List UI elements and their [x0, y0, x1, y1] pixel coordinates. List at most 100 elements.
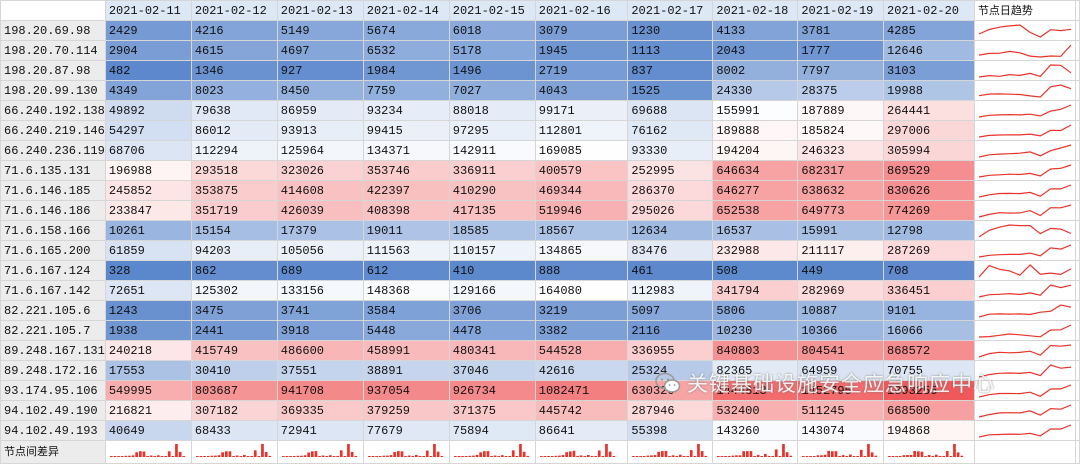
row-ip-label[interactable]: 93.174.95.106 — [0, 380, 106, 401]
value-cell[interactable]: 189888 — [712, 120, 799, 141]
value-cell[interactable]: 30410 — [190, 360, 278, 381]
value-cell[interactable]: 86012 — [190, 120, 278, 141]
value-cell[interactable]: 417135 — [448, 200, 536, 221]
value-cell[interactable]: 638632 — [797, 180, 884, 201]
row-ip-label[interactable]: 71.6.135.131 — [0, 160, 106, 181]
diff-bars-cell[interactable] — [104, 440, 192, 464]
date-header[interactable]: 2021-02-12 — [190, 0, 278, 21]
row-ip-label[interactable]: 198.20.69.98 — [0, 20, 106, 41]
value-cell[interactable]: 840803 — [712, 340, 799, 361]
value-cell[interactable]: 4615 — [190, 40, 278, 61]
value-cell[interactable]: 15991 — [797, 220, 884, 241]
value-cell[interactable]: 232988 — [712, 240, 799, 261]
date-header[interactable]: 2021-02-20 — [883, 0, 975, 21]
row-ip-label[interactable]: 71.6.167.142 — [0, 280, 106, 301]
value-cell[interactable]: 112801 — [534, 120, 629, 141]
value-cell[interactable]: 15154 — [190, 220, 278, 241]
value-cell[interactable]: 12634 — [627, 220, 714, 241]
row-ip-label[interactable]: 71.6.146.186 — [0, 200, 106, 221]
row-ip-label[interactable]: 71.6.165.200 — [0, 240, 106, 261]
value-cell[interactable]: 125964 — [276, 140, 364, 161]
value-cell[interactable]: 4697 — [276, 40, 364, 61]
value-cell[interactable]: 3706 — [448, 300, 536, 321]
value-cell[interactable]: 88018 — [448, 100, 536, 121]
row-ip-label[interactable]: 66.240.192.138 — [0, 100, 106, 121]
value-cell[interactable]: 336955 — [627, 340, 714, 361]
diff-bars-cell[interactable] — [712, 440, 799, 464]
value-cell[interactable]: 112983 — [627, 280, 714, 301]
value-cell[interactable]: 937054 — [362, 380, 450, 401]
value-cell[interactable]: 169085 — [534, 140, 629, 161]
value-cell[interactable]: 64959 — [797, 360, 884, 381]
value-cell[interactable]: 486600 — [276, 340, 364, 361]
value-cell[interactable]: 927 — [276, 60, 364, 81]
value-cell[interactable]: 3079 — [534, 20, 629, 41]
value-cell[interactable]: 837 — [627, 60, 714, 81]
value-cell[interactable]: 458991 — [362, 340, 450, 361]
value-cell[interactable]: 508 — [712, 260, 799, 281]
value-cell[interactable]: 3103 — [883, 60, 975, 81]
value-cell[interactable]: 461 — [627, 260, 714, 281]
sparkline-cell[interactable] — [973, 340, 1077, 361]
value-cell[interactable]: 216821 — [104, 400, 192, 421]
value-cell[interactable]: 293518 — [190, 160, 278, 181]
value-cell[interactable]: 336911 — [448, 160, 536, 181]
value-cell[interactable]: 233847 — [104, 200, 192, 221]
value-cell[interactable]: 2043 — [712, 40, 799, 61]
value-cell[interactable]: 42616 — [534, 360, 629, 381]
value-cell[interactable]: 185824 — [797, 120, 884, 141]
value-cell[interactable]: 3918 — [276, 320, 364, 341]
value-cell[interactable]: 305994 — [883, 140, 975, 161]
value-cell[interactable]: 341794 — [712, 280, 799, 301]
value-cell[interactable]: 194204 — [712, 140, 799, 161]
value-cell[interactable]: 93913 — [276, 120, 364, 141]
value-cell[interactable]: 287269 — [883, 240, 975, 261]
value-cell[interactable]: 79638 — [190, 100, 278, 121]
value-cell[interactable]: 5806 — [712, 300, 799, 321]
date-header[interactable]: 2021-02-11 — [104, 0, 192, 21]
sparkline-cell[interactable] — [973, 260, 1077, 281]
value-cell[interactable]: 38891 — [362, 360, 450, 381]
diff-bars-cell[interactable] — [190, 440, 278, 464]
value-cell[interactable]: 708 — [883, 260, 975, 281]
value-cell[interactable]: 148368 — [362, 280, 450, 301]
value-cell[interactable]: 323026 — [276, 160, 364, 181]
value-cell[interactable]: 69688 — [627, 100, 714, 121]
value-cell[interactable]: 410 — [448, 260, 536, 281]
value-cell[interactable]: 774269 — [883, 200, 975, 221]
value-cell[interactable]: 125302 — [190, 280, 278, 301]
value-cell[interactable]: 1893255 — [883, 380, 975, 401]
value-cell[interactable]: 336451 — [883, 280, 975, 301]
row-ip-label[interactable]: 198.20.87.98 — [0, 60, 106, 81]
value-cell[interactable]: 187889 — [797, 100, 884, 121]
diff-bars-cell[interactable] — [276, 440, 364, 464]
sparkline-cell[interactable] — [973, 100, 1077, 121]
value-cell[interactable]: 155991 — [712, 100, 799, 121]
value-cell[interactable]: 37046 — [448, 360, 536, 381]
value-cell[interactable]: 351719 — [190, 200, 278, 221]
sparkline-cell[interactable] — [973, 180, 1077, 201]
value-cell[interactable]: 3382 — [534, 320, 629, 341]
value-cell[interactable]: 164080 — [534, 280, 629, 301]
diff-bars-cell[interactable] — [797, 440, 884, 464]
row-ip-label[interactable]: 89.248.172.16 — [0, 360, 106, 381]
value-cell[interactable]: 408398 — [362, 200, 450, 221]
value-cell[interactable]: 426039 — [276, 200, 364, 221]
value-cell[interactable]: 99415 — [362, 120, 450, 141]
value-cell[interactable]: 37551 — [276, 360, 364, 381]
value-cell[interactable]: 888 — [534, 260, 629, 281]
value-cell[interactable]: 1230 — [627, 20, 714, 41]
value-cell[interactable]: 7027 — [448, 80, 536, 101]
sparkline-cell[interactable] — [973, 140, 1077, 161]
value-cell[interactable]: 3475 — [190, 300, 278, 321]
value-cell[interactable]: 862 — [190, 260, 278, 281]
value-cell[interactable]: 16066 — [883, 320, 975, 341]
value-cell[interactable]: 5178 — [448, 40, 536, 61]
value-cell[interactable]: 134371 — [362, 140, 450, 161]
date-header[interactable]: 2021-02-15 — [448, 0, 536, 21]
date-header[interactable]: 2021-02-13 — [276, 0, 364, 21]
row-ip-label[interactable]: 94.102.49.190 — [0, 400, 106, 421]
sparkline-cell[interactable] — [973, 60, 1077, 81]
value-cell[interactable]: 5097 — [627, 300, 714, 321]
row-ip-label[interactable]: 89.248.167.131 — [0, 340, 106, 361]
